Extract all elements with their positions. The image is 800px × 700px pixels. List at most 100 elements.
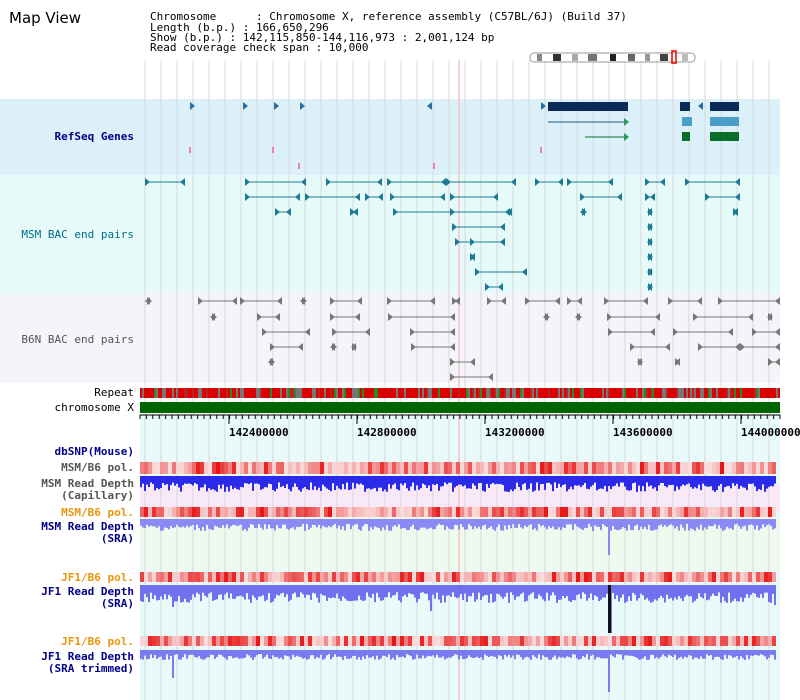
ideogram-band — [572, 54, 578, 61]
depth-bar — [208, 476, 210, 489]
pol-cell — [392, 636, 396, 646]
pol-cell — [236, 507, 240, 517]
msm-bac-label[interactable]: MSM BAC end pairs — [21, 228, 134, 241]
depth-bar — [720, 585, 722, 603]
repeat-segment — [432, 388, 434, 398]
depth-bar — [562, 519, 564, 528]
pol-cell — [352, 507, 356, 517]
depth-bar — [188, 650, 190, 656]
pol-cell — [544, 636, 548, 646]
depth-bar — [722, 519, 724, 531]
b6n-bac-features[interactable] — [145, 297, 780, 381]
pol-cell — [288, 507, 292, 517]
pol-cell — [748, 636, 752, 646]
depth-bar — [710, 476, 712, 487]
depth-bar — [550, 476, 552, 485]
pair-end — [455, 297, 460, 305]
pol-cell — [620, 462, 624, 474]
repeat-segment — [656, 388, 658, 398]
pair-end — [693, 313, 698, 321]
pol-cell — [748, 462, 752, 474]
pol-cell — [724, 572, 728, 582]
repeat-segment — [726, 388, 728, 398]
depth-bar — [690, 476, 692, 488]
pol-cell — [336, 462, 340, 474]
pol-cell — [256, 572, 260, 582]
repeat-segment — [614, 388, 616, 398]
refseq-features[interactable] — [189, 102, 739, 169]
depth-bar — [446, 476, 448, 485]
depth-bar — [654, 476, 656, 488]
depth-bar — [406, 585, 408, 598]
depth-bar — [534, 585, 536, 599]
depth-bar — [684, 650, 686, 657]
depth-bar — [304, 519, 306, 531]
pair-end — [775, 297, 780, 305]
pol-cell — [764, 462, 768, 474]
repeat-segment — [766, 388, 768, 398]
dbsnp-label[interactable]: dbSNP(Mouse) — [54, 445, 134, 458]
pol-cell — [264, 636, 268, 646]
depth-bar — [194, 476, 196, 483]
repeat-segment — [408, 388, 410, 398]
pol-cell — [528, 507, 532, 517]
depth-bar — [388, 585, 390, 593]
repeat-segment — [246, 388, 248, 398]
depth-bar — [316, 585, 318, 598]
depth-bar — [562, 585, 564, 597]
repeat-segment — [540, 388, 542, 398]
depth-bar — [538, 650, 540, 655]
coverage-span-info: Read coverage check span : 10,000 — [150, 41, 369, 54]
repeat-segment — [354, 388, 356, 398]
depth-bar — [732, 585, 734, 601]
depth-bar — [754, 585, 756, 594]
depth-bar — [608, 519, 610, 555]
depth-bar — [358, 476, 360, 485]
depth-bar — [592, 476, 594, 485]
gene-marker — [698, 102, 703, 110]
pair-end — [275, 208, 280, 216]
depth-bar — [710, 519, 712, 527]
depth-bar — [222, 585, 224, 600]
pol-cell — [244, 507, 248, 517]
repeat-segment — [256, 388, 258, 398]
depth-bar — [246, 476, 248, 484]
depth-bar — [176, 519, 178, 525]
pol-cell — [196, 462, 200, 474]
depth-bar — [458, 519, 460, 530]
depth-bar — [270, 585, 272, 603]
refseq-genes-label[interactable]: RefSeq Genes — [54, 130, 134, 143]
chromosome-ideogram[interactable] — [529, 50, 696, 64]
depth-bar — [692, 476, 694, 489]
depth-bar — [468, 519, 470, 525]
pol-cell — [488, 462, 492, 474]
depth-bar — [556, 650, 558, 660]
depth-bar — [522, 650, 524, 660]
depth-bar — [392, 650, 394, 658]
depth-bar — [706, 519, 708, 530]
depth-bar — [242, 476, 244, 488]
b6n-bac-track-bg — [0, 293, 780, 383]
pol-cell — [320, 636, 324, 646]
pol-cell — [552, 462, 556, 474]
depth-bar — [700, 476, 702, 491]
depth-bar — [482, 585, 484, 597]
pol-cell — [524, 507, 528, 517]
pol-cell — [520, 462, 524, 474]
pol-cell — [476, 636, 480, 646]
b6n-bac-label[interactable]: B6N BAC end pairs — [21, 333, 134, 346]
pol-cell — [516, 462, 520, 474]
depth-bar — [302, 476, 304, 489]
depth-bar — [290, 585, 292, 600]
depth-bar — [500, 585, 502, 597]
depth-bar — [346, 519, 348, 525]
depth-bar — [308, 650, 310, 659]
msm-bac-features[interactable] — [145, 178, 740, 291]
depth-bar — [608, 650, 610, 692]
repeat-segment — [702, 388, 704, 398]
pol-cell — [468, 636, 472, 646]
depth-bar — [708, 519, 710, 526]
pol-cell — [208, 572, 212, 582]
depth-bar — [506, 476, 508, 492]
